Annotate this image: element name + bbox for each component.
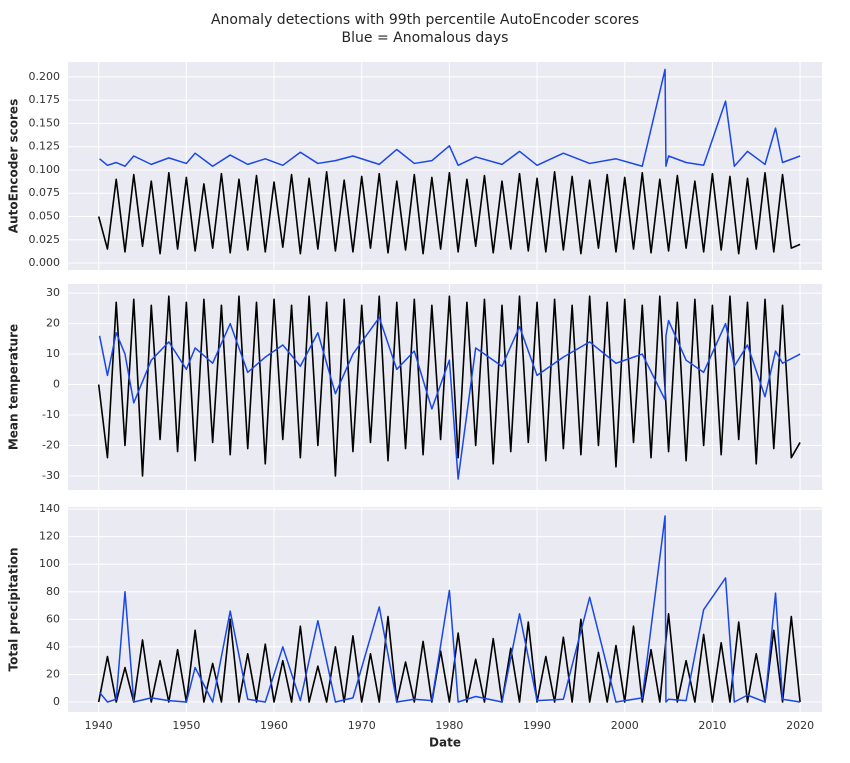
y-tick-label: 0.175 bbox=[29, 93, 61, 106]
x-tick-label: 1980 bbox=[435, 719, 463, 732]
y-tick-label: 20 bbox=[46, 317, 60, 330]
y-tick-label: -20 bbox=[42, 439, 60, 452]
data-line bbox=[97, 171, 801, 255]
y-tick-label: 0 bbox=[53, 695, 60, 708]
x-tick-label: 1990 bbox=[523, 719, 551, 732]
data-line bbox=[97, 295, 801, 477]
x-tick-label: 1960 bbox=[260, 719, 288, 732]
y-tick-label: -30 bbox=[42, 469, 60, 482]
data-line bbox=[98, 316, 801, 480]
plot-area bbox=[97, 515, 801, 703]
y-axis-label: Total precipitation bbox=[7, 547, 21, 671]
x-tick-label: 2020 bbox=[786, 719, 814, 732]
y-tick-label: 0 bbox=[53, 378, 60, 391]
y-tick-label: 0.000 bbox=[29, 256, 61, 269]
plot-background bbox=[68, 62, 822, 270]
x-tick-label: 1950 bbox=[172, 719, 200, 732]
plot-background bbox=[68, 507, 822, 712]
y-tick-label: 0.100 bbox=[29, 163, 61, 176]
x-axis-label: Date bbox=[429, 736, 461, 750]
figure-subtitle: Blue = Anomalous days bbox=[342, 30, 509, 46]
plot-area bbox=[97, 68, 801, 255]
data-line bbox=[99, 68, 801, 167]
x-tick-label: 1940 bbox=[85, 719, 113, 732]
y-tick-label: 20 bbox=[46, 667, 60, 680]
x-tick-label: 1970 bbox=[348, 719, 376, 732]
plot-area bbox=[97, 295, 801, 480]
y-tick-label: -10 bbox=[42, 408, 60, 421]
figure-title: Anomaly detections with 99th percentile … bbox=[211, 12, 639, 28]
data-line bbox=[98, 515, 801, 703]
y-tick-label: 40 bbox=[46, 640, 60, 653]
y-axis-label: Mean temperature bbox=[7, 324, 21, 450]
data-line bbox=[97, 613, 801, 703]
y-tick-label: 10 bbox=[46, 347, 60, 360]
y-tick-label: 120 bbox=[39, 530, 60, 543]
x-tick-label: 2000 bbox=[611, 719, 639, 732]
y-tick-label: 0.050 bbox=[29, 209, 61, 222]
y-tick-label: 0.150 bbox=[29, 116, 61, 129]
y-tick-label: 80 bbox=[46, 585, 60, 598]
y-axis-label: AutoEncoder scores bbox=[7, 99, 21, 233]
y-tick-label: 30 bbox=[46, 286, 60, 299]
y-tick-label: 60 bbox=[46, 612, 60, 625]
x-tick-label: 2010 bbox=[698, 719, 726, 732]
y-tick-label: 0.075 bbox=[29, 186, 61, 199]
y-tick-label: 0.125 bbox=[29, 140, 61, 153]
y-tick-label: 0.200 bbox=[29, 70, 61, 83]
y-tick-label: 100 bbox=[39, 557, 60, 570]
y-tick-label: 0.025 bbox=[29, 233, 61, 246]
y-tick-label: 140 bbox=[39, 502, 60, 515]
